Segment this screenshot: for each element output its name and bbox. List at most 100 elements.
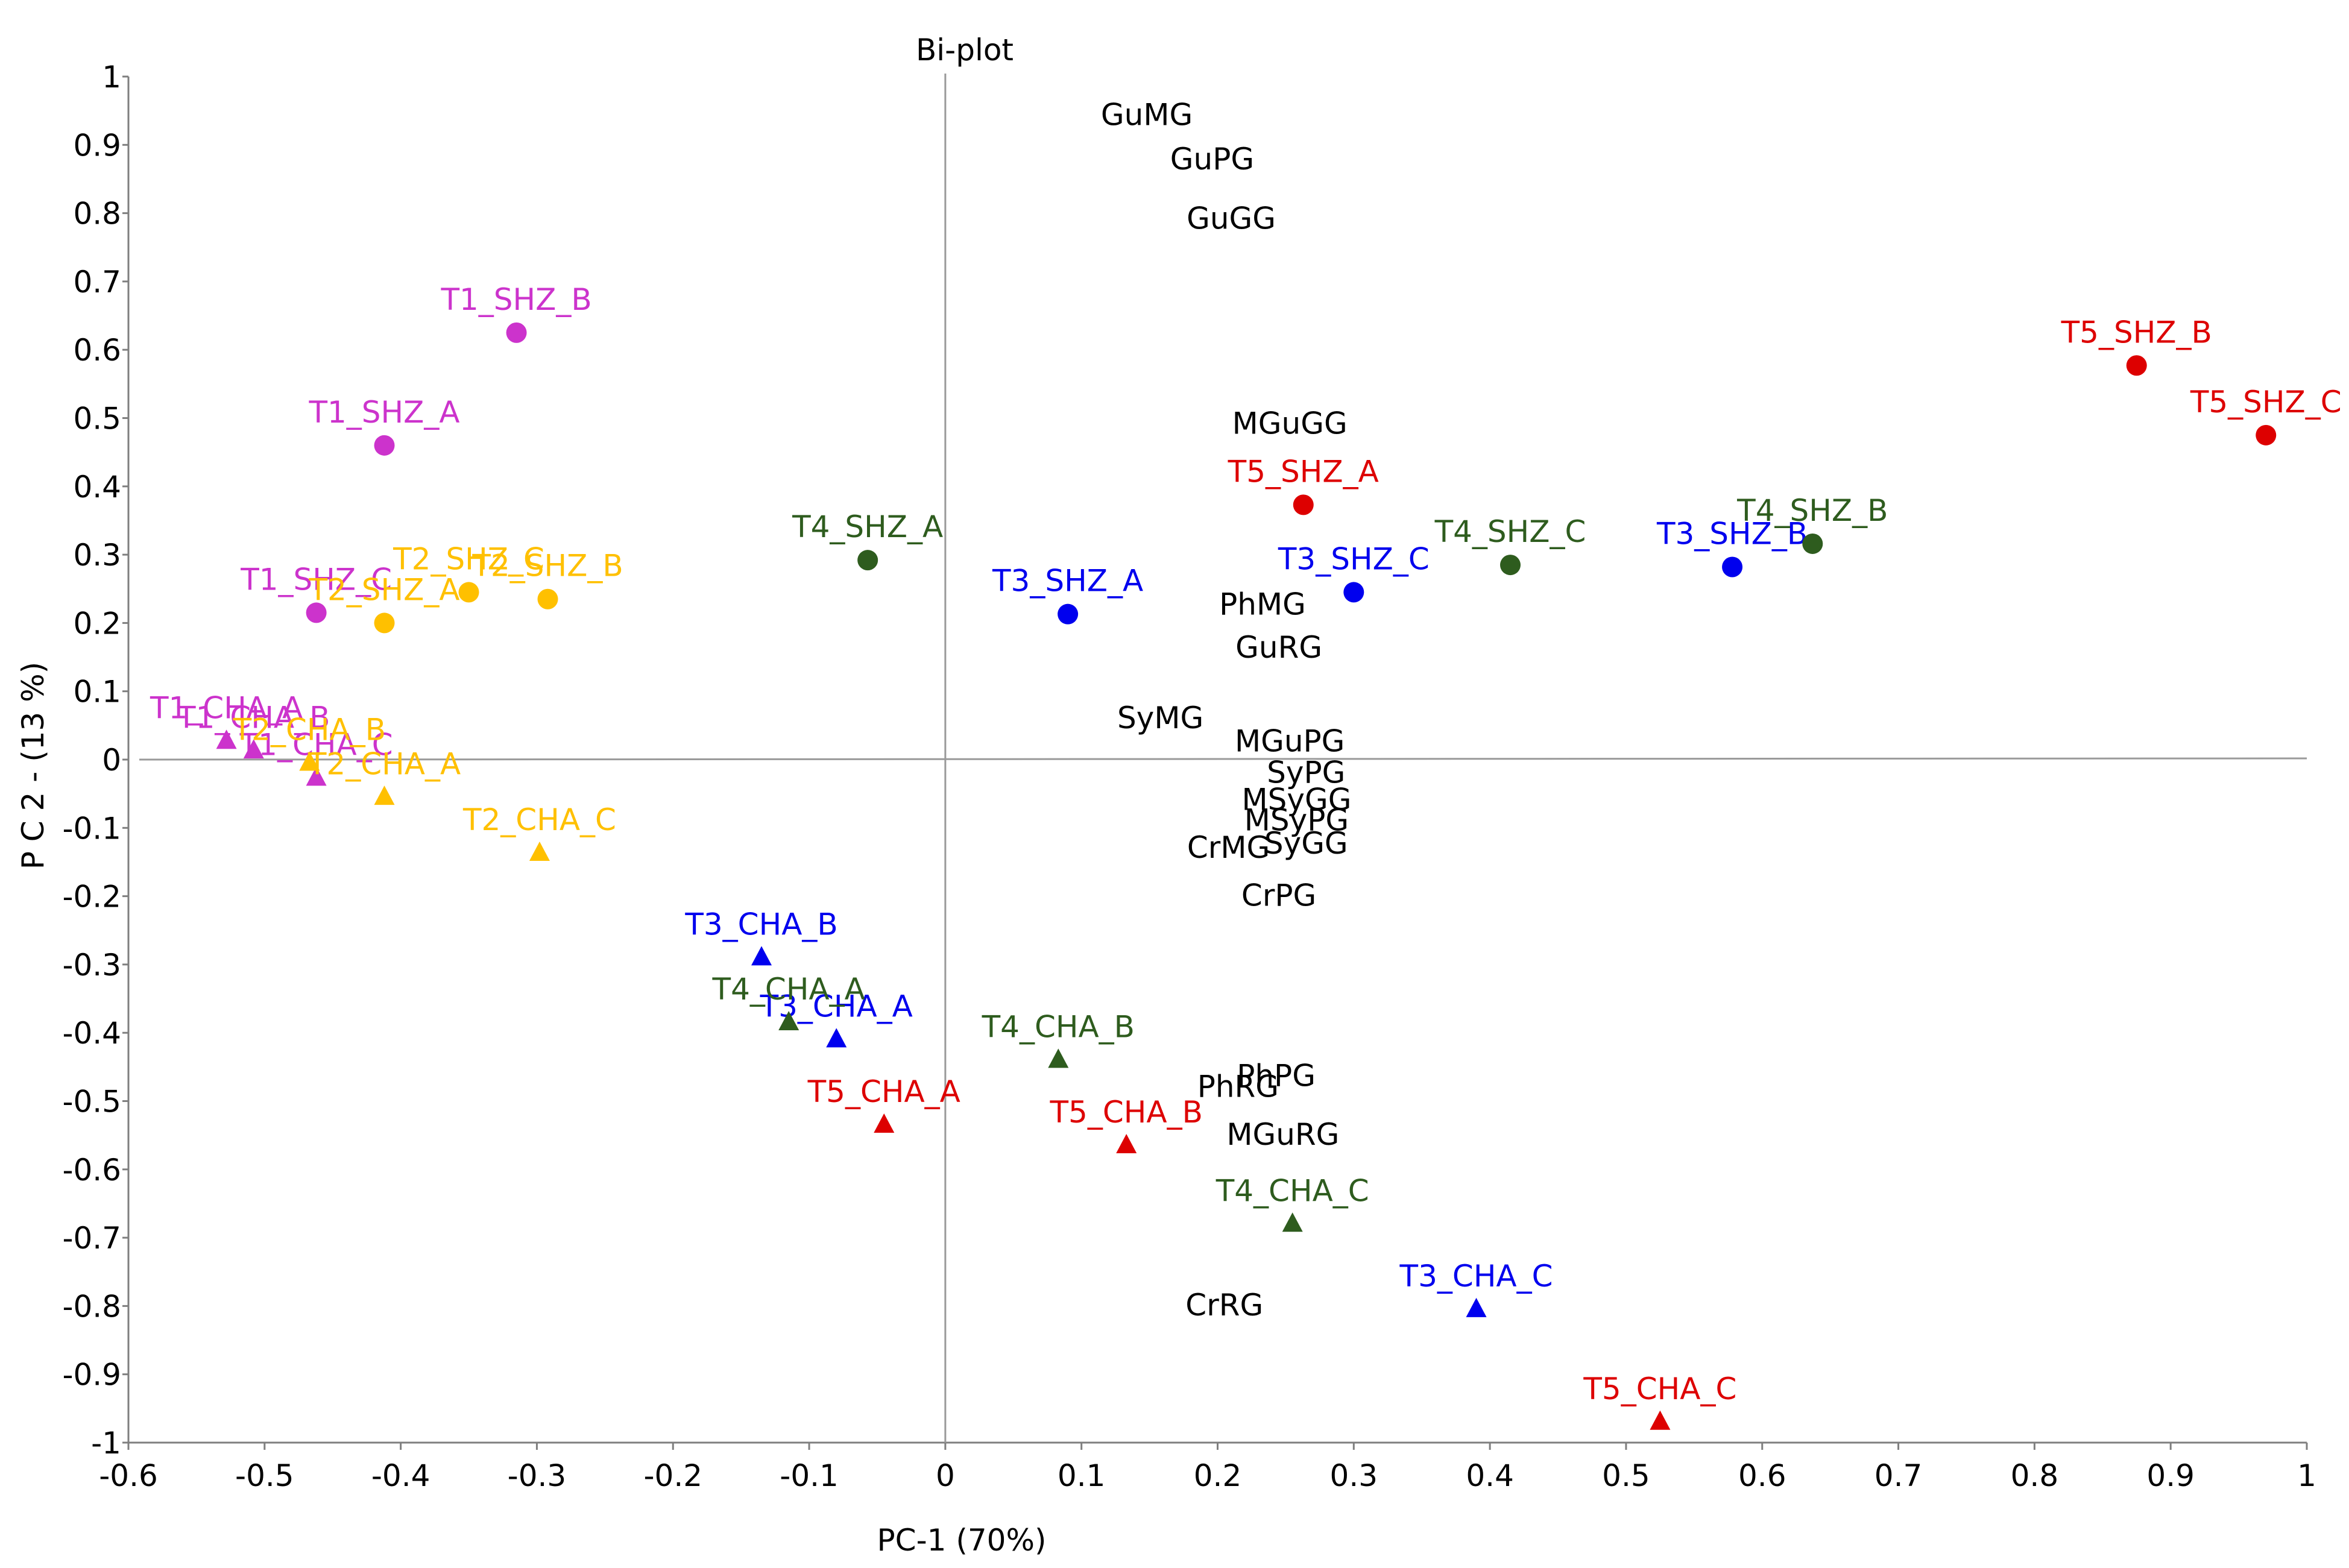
y-tick-label: 0.4 xyxy=(73,470,121,505)
variable-label: MGuRG xyxy=(1226,1117,1339,1152)
data-point-label: T5_SHZ_B xyxy=(2061,315,2212,350)
data-point-label: T1_CHA_A xyxy=(150,690,303,725)
x-tick-label: -0.2 xyxy=(643,1458,702,1493)
variable-label: MSyPG xyxy=(1244,803,1349,838)
data-point-label: T3_CHA_C xyxy=(1399,1259,1553,1294)
y-tick-label: 0.7 xyxy=(73,265,121,300)
y-tick-label: 0.9 xyxy=(73,128,121,163)
x-tick-label: 0.2 xyxy=(1194,1458,1242,1493)
y-tick-label: -1 xyxy=(91,1426,121,1461)
data-point-label: T4_SHZ_B xyxy=(1736,493,1888,528)
x-tick-label: 1 xyxy=(2297,1458,2316,1493)
data-point-circle xyxy=(1293,494,1314,515)
chart-title: Bi-plot xyxy=(916,33,1014,68)
variable-label: MGuGG xyxy=(1232,406,1348,441)
data-point-label: T4_SHZ_A xyxy=(792,509,943,544)
data-point-circle xyxy=(2256,424,2277,446)
data-point-label: T1_SHZ_B xyxy=(440,282,591,317)
data-point-circle xyxy=(306,602,327,623)
data-point-circle xyxy=(458,582,479,603)
data-point-triangle xyxy=(778,1011,799,1031)
variable-label: PhMG xyxy=(1219,587,1306,622)
data-point-label: T1_SHZ_C xyxy=(240,562,392,597)
variable-label: CrPG xyxy=(1241,878,1316,913)
data-point-label: T3_CHA_B xyxy=(684,907,837,942)
data-point-triangle xyxy=(826,1028,847,1048)
data-point-circle xyxy=(1802,533,1823,554)
data-point-triangle xyxy=(243,739,264,759)
data-point-label: T1_SHZ_A xyxy=(308,395,459,430)
y-tick-label: 0.1 xyxy=(73,675,121,710)
variable-label: SyGG xyxy=(1264,826,1348,861)
variable-label: GuPG xyxy=(1170,142,1254,177)
y-tick-label: 0.5 xyxy=(73,401,121,436)
data-point-label: T2_CHA_C xyxy=(462,802,616,837)
data-point-label: T1_CHA_B xyxy=(177,700,330,735)
y-tick-label: -0.1 xyxy=(62,811,121,846)
x-tick-label: 0.6 xyxy=(1738,1458,1786,1493)
data-point-label: T5_SHZ_C xyxy=(2190,385,2342,420)
x-tick-label: -0.4 xyxy=(371,1458,430,1493)
x-tick-label: 0.1 xyxy=(1058,1458,1106,1493)
variable-label: GuMG xyxy=(1101,97,1193,132)
y-tick-label: -0.5 xyxy=(62,1085,121,1119)
variable-label: CrMG xyxy=(1187,830,1270,865)
data-point-label: T3_SHZ_B xyxy=(1656,516,1808,551)
data-point-label: T2_SHZ_C xyxy=(393,541,544,576)
data-point-circle xyxy=(1499,555,1521,576)
data-point-triangle xyxy=(216,729,237,749)
data-point-circle xyxy=(506,322,527,343)
data-point-triangle xyxy=(1466,1297,1487,1317)
data-point-label: T4_CHA_A xyxy=(712,972,865,1007)
variable-label: MSyGG xyxy=(1241,782,1351,817)
x-tick-label: 0.5 xyxy=(1602,1458,1650,1493)
variable-label: SyPG xyxy=(1267,755,1345,790)
y-tick-label: 0.8 xyxy=(73,197,121,231)
x-tick-label: 0 xyxy=(936,1458,955,1493)
data-point-circle xyxy=(374,435,395,456)
y-tick-label: -0.4 xyxy=(62,1016,121,1051)
variable-labels-group: GuMGGuPGGuGGMGuGGPhMGGuRGSyMGMGuPGSyPGMS… xyxy=(1101,97,1352,1323)
x-axis-title: PC-1 (70%) xyxy=(877,1523,1047,1558)
data-point-triangle xyxy=(1116,1133,1137,1153)
data-point-label: T1_CHA_C xyxy=(239,728,393,763)
y-tick-label: 0.3 xyxy=(73,538,121,573)
marks-group: T1_SHZ_B T1_SHZ_A T1_SHZ_C T1_CHA_AT1_CHA_B… xyxy=(150,282,2342,1430)
data-point-label: T5_CHA_B xyxy=(1050,1095,1203,1130)
data-point-label: T5_CHA_A xyxy=(807,1074,960,1109)
y-tick-label: -0.6 xyxy=(62,1153,121,1188)
data-point-triangle xyxy=(1650,1410,1671,1430)
variable-label: GuGG xyxy=(1187,201,1276,236)
y-tick-label: 0.2 xyxy=(73,606,121,641)
data-point-circle xyxy=(857,550,878,571)
data-point-triangle xyxy=(1282,1212,1303,1232)
data-point-triangle xyxy=(874,1113,895,1133)
y-tick-label: -0.3 xyxy=(62,948,121,983)
data-point-circle xyxy=(2126,355,2147,376)
y-tick-label: 0.6 xyxy=(73,333,121,368)
y-tick-label: -0.9 xyxy=(62,1358,121,1393)
data-point-label: T4_SHZ_C xyxy=(1434,514,1586,549)
data-point-triangle xyxy=(1048,1048,1069,1068)
data-point-label: T2_CHA_B xyxy=(233,713,386,748)
variable-label: GuRG xyxy=(1235,630,1322,665)
data-point-label: T2_SHZ_A xyxy=(308,572,459,607)
x-tick-label: -0.5 xyxy=(235,1458,294,1493)
data-point-label: T4_CHA_C xyxy=(1215,1173,1369,1208)
data-point-label: T3_SHZ_C xyxy=(1278,541,1430,576)
data-point-triangle xyxy=(529,842,550,861)
x-tick-label: 0.8 xyxy=(2011,1458,2059,1493)
x-tick-label: 0.3 xyxy=(1330,1458,1378,1493)
y-tick-label: -0.8 xyxy=(62,1289,121,1324)
x-tick-label: -0.6 xyxy=(99,1458,158,1493)
data-point-circle xyxy=(1058,603,1079,625)
data-point-circle xyxy=(1343,582,1364,603)
data-point-label: T2_CHA_A xyxy=(307,746,461,781)
data-point-label: T4_CHA_B xyxy=(982,1010,1135,1045)
data-point-triangle xyxy=(306,766,327,786)
data-point-label: T3_SHZ_A xyxy=(992,564,1143,599)
data-point-label: T2_SHZ_B xyxy=(471,549,623,584)
y-tick-label: -0.7 xyxy=(62,1221,121,1256)
